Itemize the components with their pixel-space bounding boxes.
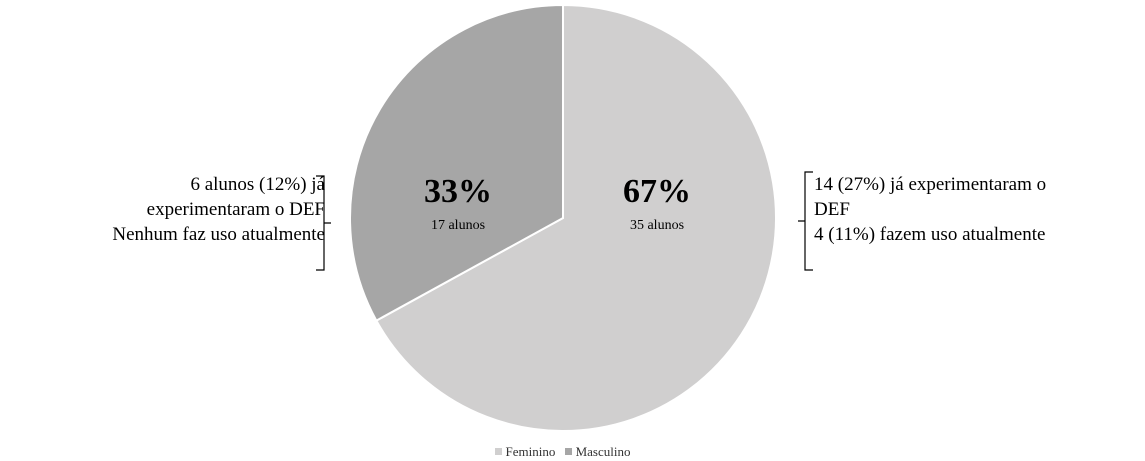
legend-label-masculino: Masculino: [575, 443, 631, 459]
slice-label-count-masculino: 17 alunos: [431, 218, 485, 233]
legend-swatch-masculino: [564, 448, 572, 455]
slice-label-percent-feminino: 67%: [623, 173, 691, 210]
right-annotation-bracket: [798, 171, 813, 271]
right-annotation-line: 4 (11%) fazem uso atualmente: [814, 224, 1046, 245]
legend-label-feminino: Feminino: [505, 443, 556, 459]
slice-labels: 67% 35 alunos 33% 17 alunos: [424, 173, 691, 233]
chart-legend: Feminino Masculino: [0, 443, 1125, 460]
left-annotation-bracket: [316, 175, 331, 271]
right-annotation-line: 14 (27%) já experimentaram o: [814, 174, 1047, 195]
pie-slice-masculino: [349, 3, 564, 322]
annotation-brackets: [316, 171, 813, 271]
legend-swatch-feminino: [494, 448, 502, 455]
right-annotation: 14 (27%) já experimentaram o DEF 4 (11%)…: [814, 172, 1046, 247]
pie-slices: [349, 3, 777, 432]
left-annotation-line: experimentaram o DEF: [146, 199, 325, 220]
legend-item-masculino: Masculino: [564, 443, 631, 460]
left-annotation-line: Nenhum faz uso atualmente: [112, 224, 325, 245]
right-annotation-line: DEF: [814, 199, 850, 220]
slice-label-percent-masculino: 33%: [424, 173, 492, 210]
legend-item-feminino: Feminino: [494, 443, 556, 460]
left-annotation: 6 alunos (12%) já experimentaram o DEF N…: [112, 172, 325, 247]
pie-slice-feminino: [374, 3, 777, 432]
left-annotation-line: 6 alunos (12%) já: [190, 174, 325, 195]
slice-label-count-feminino: 35 alunos: [630, 218, 684, 233]
